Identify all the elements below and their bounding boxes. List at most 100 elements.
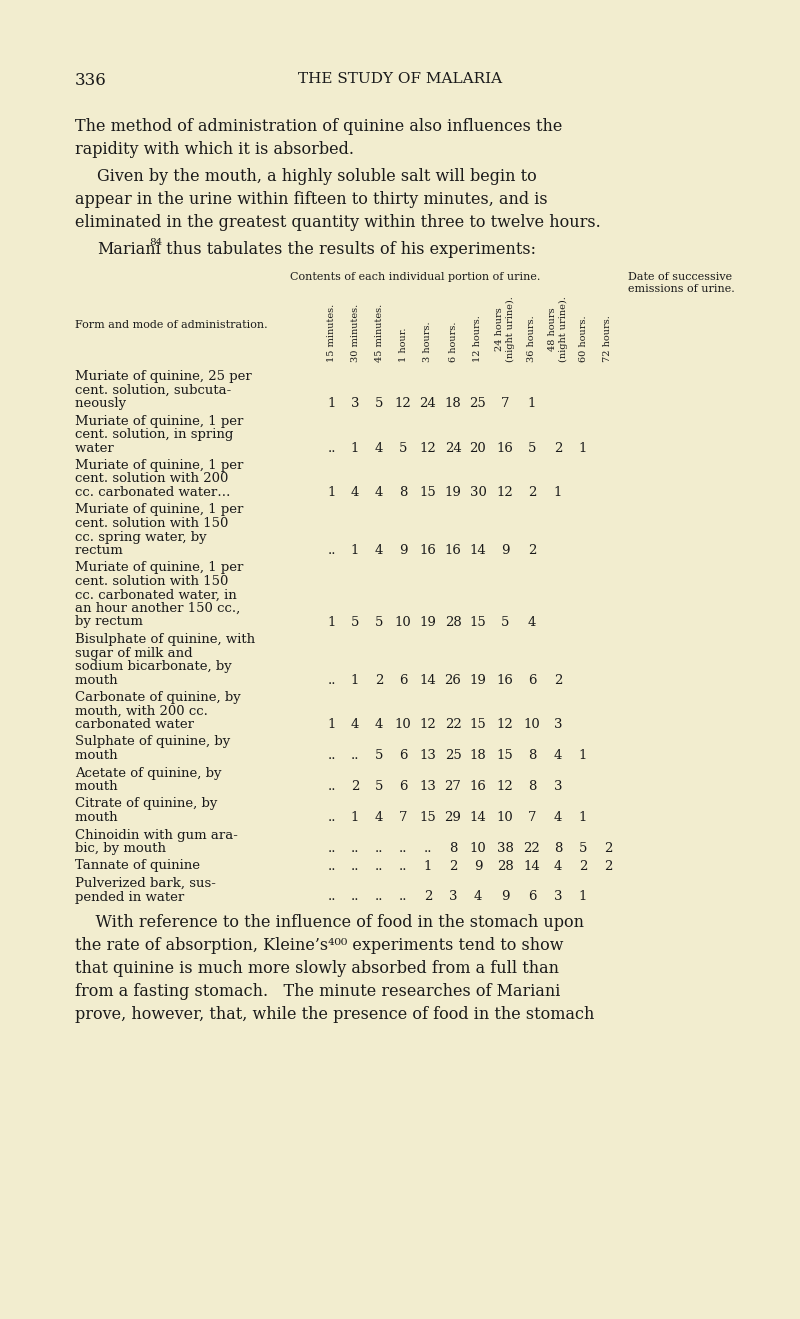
Text: 2: 2 [424, 890, 432, 904]
Text: 1: 1 [351, 442, 359, 455]
Text: neously: neously [75, 397, 186, 410]
Text: 36 hours.: 36 hours. [527, 315, 537, 361]
Text: eliminated in the greatest quantity within three to twelve hours.: eliminated in the greatest quantity with… [75, 214, 601, 231]
Text: 4: 4 [375, 811, 383, 824]
Text: 10: 10 [497, 811, 514, 824]
Text: Sulphate of quinine, by: Sulphate of quinine, by [75, 736, 230, 748]
Text: prove, however, that, while the presence of food in the stomach: prove, however, that, while the presence… [75, 1006, 594, 1024]
Text: Muriate of quinine, 1 per: Muriate of quinine, 1 per [75, 562, 243, 575]
Text: 16: 16 [445, 543, 462, 557]
Text: 8: 8 [449, 842, 457, 855]
Text: 9: 9 [501, 890, 510, 904]
Text: ..: .. [328, 842, 336, 855]
Text: 72 hours.: 72 hours. [603, 315, 613, 361]
Text: 15: 15 [420, 485, 436, 499]
Text: the rate of absorption, Kleine’s⁴⁰⁰ experiments tend to show: the rate of absorption, Kleine’s⁴⁰⁰ expe… [75, 936, 563, 954]
Text: 9: 9 [474, 860, 482, 872]
Text: 1: 1 [579, 890, 587, 904]
Text: 18: 18 [470, 749, 486, 762]
Text: 12: 12 [497, 780, 514, 793]
Text: cent. solution with 150: cent. solution with 150 [75, 575, 228, 588]
Text: 1: 1 [328, 485, 336, 499]
Text: 2: 2 [554, 442, 562, 455]
Text: ..: .. [328, 749, 336, 762]
Text: Mariani: Mariani [97, 241, 161, 259]
Text: 1: 1 [351, 543, 359, 557]
Text: Date of successive: Date of successive [628, 272, 732, 282]
Text: 14: 14 [470, 811, 486, 824]
Text: 26: 26 [445, 674, 462, 686]
Text: ..: .. [350, 749, 359, 762]
Text: 4: 4 [528, 616, 536, 628]
Text: 13: 13 [419, 749, 437, 762]
Text: pended in water: pended in water [75, 890, 222, 904]
Text: 5: 5 [375, 397, 383, 410]
Text: an hour another 150 cc.,: an hour another 150 cc., [75, 601, 240, 615]
Text: 4: 4 [474, 890, 482, 904]
Text: 4: 4 [351, 718, 359, 731]
Text: Carbonate of quinine, by: Carbonate of quinine, by [75, 691, 241, 704]
Text: ..: .. [398, 890, 407, 904]
Text: 1: 1 [579, 749, 587, 762]
Text: 1: 1 [579, 811, 587, 824]
Text: 12: 12 [394, 397, 411, 410]
Text: bic, by mouth: bic, by mouth [75, 842, 213, 855]
Text: 84: 84 [149, 237, 162, 247]
Text: 1 hour.: 1 hour. [398, 327, 407, 361]
Text: 9: 9 [501, 543, 510, 557]
Text: 12: 12 [497, 485, 514, 499]
Text: that quinine is much more slowly absorbed from a full than: that quinine is much more slowly absorbe… [75, 960, 559, 977]
Text: cc. carbonated water, in: cc. carbonated water, in [75, 588, 237, 601]
Text: 15: 15 [470, 616, 486, 628]
Text: 6: 6 [398, 749, 407, 762]
Text: carbonated water: carbonated water [75, 718, 224, 731]
Text: ..: .. [398, 860, 407, 872]
Text: 3: 3 [449, 890, 458, 904]
Text: mouth: mouth [75, 749, 190, 762]
Text: 48 hours
(night urine).: 48 hours (night urine). [548, 297, 568, 361]
Text: ..: .. [328, 442, 336, 455]
Text: 4: 4 [351, 485, 359, 499]
Text: The method of administration of quinine also influences the: The method of administration of quinine … [75, 117, 562, 135]
Text: 2: 2 [579, 860, 587, 872]
Text: 13: 13 [419, 780, 437, 793]
Text: 16: 16 [497, 674, 514, 686]
Text: 12: 12 [497, 718, 514, 731]
Text: 1: 1 [424, 860, 432, 872]
Text: 38: 38 [497, 842, 514, 855]
Text: 19: 19 [419, 616, 437, 628]
Text: 2: 2 [449, 860, 457, 872]
Text: by rectum: by rectum [75, 616, 194, 628]
Text: thus tabulates the results of his experiments:: thus tabulates the results of his experi… [161, 241, 536, 259]
Text: 4: 4 [554, 860, 562, 872]
Text: rectum: rectum [75, 543, 186, 557]
Text: Citrate of quinine, by: Citrate of quinine, by [75, 798, 218, 810]
Text: ..: .. [350, 860, 359, 872]
Text: ..: .. [374, 860, 383, 872]
Text: 16: 16 [470, 780, 486, 793]
Text: Muriate of quinine, 1 per: Muriate of quinine, 1 per [75, 459, 243, 472]
Text: ..: .. [328, 860, 336, 872]
Text: 18: 18 [445, 397, 462, 410]
Text: 2: 2 [375, 674, 383, 686]
Text: 7: 7 [398, 811, 407, 824]
Text: 2: 2 [554, 674, 562, 686]
Text: 6: 6 [528, 890, 536, 904]
Text: 14: 14 [470, 543, 486, 557]
Text: 60 hours.: 60 hours. [578, 315, 587, 361]
Text: cc. spring water, by: cc. spring water, by [75, 530, 206, 543]
Text: 336: 336 [75, 73, 106, 88]
Text: sugar of milk and: sugar of milk and [75, 646, 193, 660]
Text: 28: 28 [445, 616, 462, 628]
Text: Muriate of quinine, 1 per: Muriate of quinine, 1 per [75, 504, 243, 517]
Text: 28: 28 [497, 860, 514, 872]
Text: 1: 1 [579, 442, 587, 455]
Text: cent. solution, subcuta-: cent. solution, subcuta- [75, 384, 231, 397]
Text: 1: 1 [328, 616, 336, 628]
Text: 4: 4 [375, 485, 383, 499]
Text: 8: 8 [554, 842, 562, 855]
Text: 25: 25 [445, 749, 462, 762]
Text: 45 minutes.: 45 minutes. [374, 303, 383, 361]
Text: 8: 8 [528, 780, 536, 793]
Text: 24 hours
(night urine).: 24 hours (night urine). [495, 297, 514, 361]
